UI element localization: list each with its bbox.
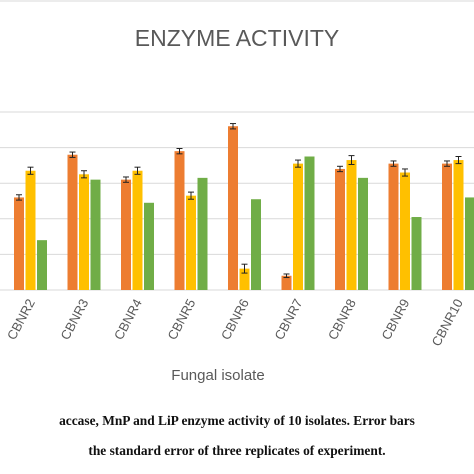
chart-title: ENZYME ACTIVITY <box>135 25 339 51</box>
bar <box>25 170 36 290</box>
bar <box>37 240 47 290</box>
bar <box>228 126 238 291</box>
bar <box>293 163 303 290</box>
enzyme-activity-chart: ENZYME ACTIVITY CBNR2 CBNR3 CBNR4 CBNR5 CBNR… <box>0 0 474 384</box>
bar <box>335 168 345 290</box>
bar <box>388 163 399 290</box>
bar <box>239 268 250 290</box>
bar <box>186 195 196 290</box>
bar <box>251 199 261 290</box>
bar <box>144 202 154 290</box>
bar <box>67 154 78 290</box>
bar <box>90 179 101 290</box>
error-bars <box>16 123 462 279</box>
bar <box>304 156 315 290</box>
bar <box>465 197 474 290</box>
bar <box>79 174 89 290</box>
x-axis-label: Fungal isolate <box>171 367 264 384</box>
bars <box>14 126 474 291</box>
bar <box>442 163 452 290</box>
bar <box>453 160 464 290</box>
bar <box>281 275 292 290</box>
bar <box>132 170 143 290</box>
bar <box>358 177 368 290</box>
bar <box>197 177 208 290</box>
figure-caption-line-2: the standard error of three replicates o… <box>88 443 386 458</box>
figure-caption-line-1: accase, MnP and LiP enzyme activity of 1… <box>59 413 415 428</box>
bar <box>174 151 185 290</box>
bar <box>411 217 422 290</box>
bar <box>121 179 131 290</box>
bar <box>346 160 357 290</box>
bar <box>400 172 410 290</box>
bar <box>14 197 24 290</box>
